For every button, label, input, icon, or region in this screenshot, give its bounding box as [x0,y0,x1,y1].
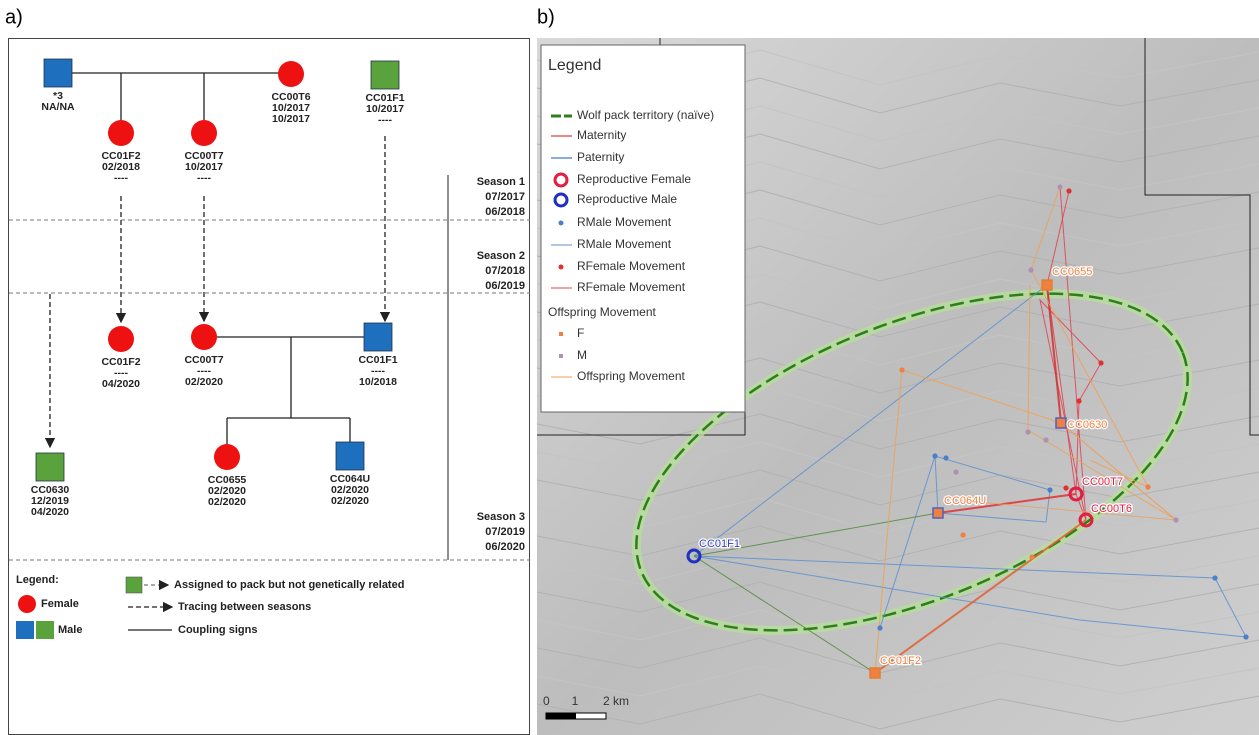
node-date: 02/2020 [331,495,369,507]
legend-assigned-icon [126,577,142,593]
map-label: CC0655 [1052,266,1092,278]
male-node [36,453,64,481]
male-node [336,442,364,470]
legend-male-icon [36,621,54,639]
male-node [371,61,399,89]
legend-label: F [577,326,584,340]
offspring-marker [1056,418,1066,428]
male-node [44,59,72,87]
legend-label: RMale Movement [577,237,672,251]
legend-label: Wolf pack territory (naïve) [577,108,714,122]
movement-point [953,469,958,474]
movement-point [1173,517,1178,522]
map-label: CC01F2 [880,655,921,667]
movement-point [1098,360,1103,365]
movement-point [932,453,937,458]
panel-a-frame [9,39,530,735]
movement-point [943,455,948,460]
node-date: ---- [197,172,211,184]
legend-male-icon [16,621,34,639]
node-date: 02/2020 [208,496,246,508]
legend-label: Offspring Movement [548,305,656,319]
female-node [278,61,304,87]
movement-point [1145,484,1150,489]
season-start: 07/2018 [485,265,525,277]
season-start: 07/2017 [485,191,525,203]
node-date: 10/2018 [359,376,397,388]
legend-female-icon [18,595,36,613]
node-date: 04/2020 [31,506,69,518]
node-date: ---- [114,172,128,184]
legend-icon [559,354,563,358]
season-name: Season 3 [477,511,525,523]
legend-title: Legend [548,57,601,74]
female-node [108,326,134,352]
movement-point [1063,485,1068,490]
legend-title: Legend: [16,574,59,586]
movement-point [899,367,904,372]
legend-label: Coupling signs [178,624,257,636]
map-label: CC01F1 [699,538,740,550]
female-node [108,120,134,146]
legend-label: RMale Movement [577,215,672,229]
movement-point [1025,429,1030,434]
movement-point [1076,398,1081,403]
node-date: 02/2020 [185,376,223,388]
scale-label: 1 [572,694,579,708]
movement-point [1047,487,1052,492]
movement-point [1212,575,1217,580]
movement-point [1243,634,1248,639]
legend-label: Offspring Movement [577,369,685,383]
legend-label: Paternity [577,150,624,164]
female-node [191,324,217,350]
legend-label: M [577,348,587,362]
movement-point [1029,554,1034,559]
male-node [364,323,392,351]
map-label: CC00T6 [1091,503,1132,515]
legend-label: Male [58,624,82,636]
legend-label: RFemale Movement [577,259,686,273]
scale-bar [546,713,576,719]
figure: a) b) *3NA/NACC00T610/201710/2017CC01F11… [0,0,1259,735]
node-date: NA/NA [41,101,75,113]
map-label: CC00T7 [1082,476,1123,488]
map-label: CC064U [944,495,986,507]
movement-point [1028,267,1033,272]
legend-label: Assigned to pack but not genetically rel… [174,579,404,591]
offspring-marker [1042,280,1052,290]
node-date: 10/2017 [272,113,310,125]
legend-label: RFemale Movement [577,280,686,294]
season-name: Season 1 [477,176,525,188]
legend-icon [559,332,563,336]
movement-point [1043,437,1048,442]
season-end: 06/2019 [485,280,525,292]
season-start: 07/2019 [485,526,525,538]
season-end: 06/2018 [485,206,525,218]
legend-label: Reproductive Male [577,192,677,206]
legend-label: Female [41,598,79,610]
legend-label: Reproductive Female [577,172,691,186]
movement-point [1057,184,1062,189]
panel-label: a) [5,6,23,28]
offspring-marker [933,508,943,518]
scale-label: 2 km [603,694,629,708]
legend-label: Maternity [577,128,626,142]
panel-label: b) [537,6,555,28]
movement-point [877,625,882,630]
female-node [214,444,240,470]
node-date: 04/2020 [102,378,140,390]
season-end: 06/2020 [485,541,525,553]
legend-icon [559,221,564,226]
map-label: CC0630 [1067,419,1107,431]
female-node [191,120,217,146]
node-date: ---- [378,114,392,126]
legend-icon [559,265,564,270]
movement-point [1066,188,1071,193]
legend-label: Tracing between seasons [178,601,311,613]
season-name: Season 2 [477,250,525,262]
offspring-marker [870,668,880,678]
scale-label: 0 [543,694,550,708]
movement-point [960,532,965,537]
